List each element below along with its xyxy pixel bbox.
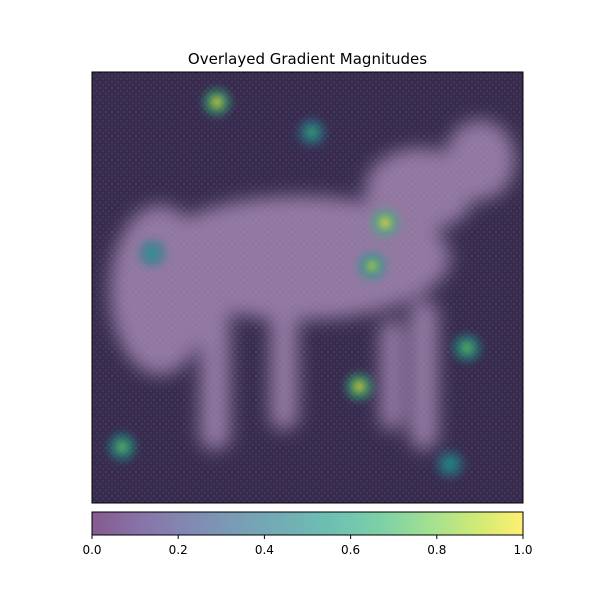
silhouette-head — [445, 120, 515, 200]
colorbar-tick-label: 0.6 — [341, 543, 360, 557]
gradient-hotspot — [435, 450, 464, 479]
gradient-hotspot — [202, 88, 231, 117]
silhouette-leg-2 — [270, 310, 298, 430]
heatmap-plot-area — [92, 72, 523, 503]
silhouette-rear — [110, 205, 210, 375]
silhouette-leg-1 — [200, 300, 230, 450]
subject-silhouette — [110, 120, 515, 450]
colorbar-frame — [91, 511, 524, 536]
silhouette-leg-4 — [380, 320, 404, 430]
colorbar-ticks: 0.0 0.2 0.4 0.6 0.8 1.0 — [82, 535, 533, 557]
gradient-hotspot — [452, 333, 481, 362]
gradient-hotspot — [297, 118, 326, 147]
colorbar-fill — [92, 512, 523, 535]
colorbar-tick-label: 0.0 — [82, 543, 101, 557]
colorbar-tick-label: 0.2 — [169, 543, 188, 557]
gradient-hotspots — [108, 88, 481, 479]
gradient-hotspot — [358, 251, 387, 280]
colorbar-tick-label: 1.0 — [513, 543, 532, 557]
colorbar-tick-label: 0.8 — [427, 543, 446, 557]
gradient-hotspot — [371, 208, 400, 237]
colorbar-tick-label: 0.4 — [255, 543, 274, 557]
colorbar: 0.0 0.2 0.4 0.6 0.8 1.0 — [82, 511, 533, 557]
gradient-hotspot — [108, 432, 137, 461]
silhouette-leg-3 — [410, 300, 438, 450]
gradient-hotspot — [138, 239, 167, 268]
plot-frame — [91, 71, 524, 504]
chart-title: Overlayed Gradient Magnitudes — [188, 50, 427, 68]
gradient-hotspot — [345, 372, 374, 401]
